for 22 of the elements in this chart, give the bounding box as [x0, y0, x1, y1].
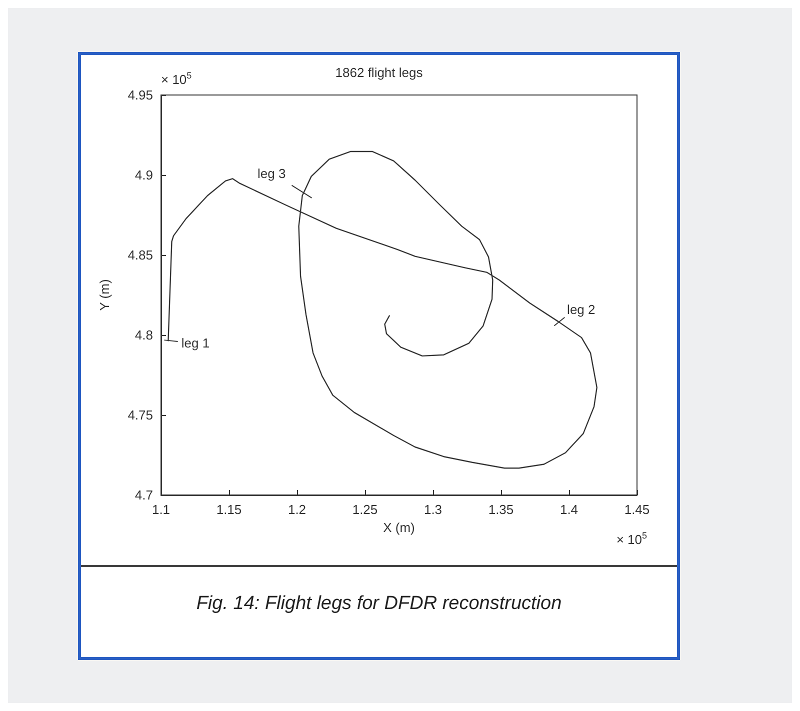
annotation: leg 2 — [567, 302, 596, 318]
y-tick-label: 4.75 — [128, 408, 153, 422]
chart-title: 1862 flight legs — [335, 65, 424, 80]
annotation: leg 1 — [181, 335, 210, 350]
x-tick-label: 1.3 — [424, 502, 442, 517]
line-series — [168, 150, 598, 469]
y-tick-label: 4.8 — [134, 328, 153, 342]
x-tick-label: 1.1 — [152, 502, 170, 517]
x-tick-label: 1.25 — [352, 502, 378, 517]
x-tick-label: 1.35 — [488, 502, 514, 517]
y-tick-label: 4.95 — [128, 88, 153, 102]
y-tick-label: 4.7 — [134, 488, 153, 502]
y-tick-label: 4.85 — [128, 248, 153, 262]
x-tick-label: 1.15 — [216, 502, 242, 517]
caption: Fig. 14: Flight legs for DFDR reconstruction — [195, 593, 563, 615]
y-tick-label: 4.9 — [134, 168, 153, 182]
annotation: leg 3 — [258, 166, 286, 182]
x-axis-title: X (m) — [383, 520, 415, 535]
x-tick-label: 1.4 — [560, 502, 578, 517]
y-axis-title: Y (m) — [97, 279, 112, 311]
x-tick-label: 1.45 — [624, 502, 650, 517]
x-tick-label: 1.2 — [288, 502, 306, 517]
